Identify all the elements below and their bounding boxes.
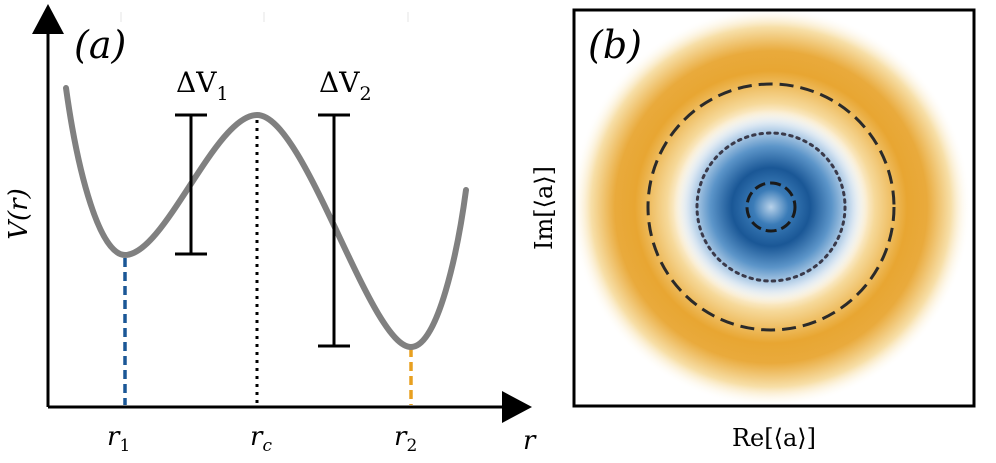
re-axis-label: Re[⟨a⟩]	[732, 424, 816, 452]
y-axis-label: V(r)	[4, 188, 34, 240]
im-axis-label: Im[⟨a⟩]	[530, 166, 558, 250]
tick-label-rc: rc	[250, 422, 272, 456]
panel-b: (b) Im[⟨a⟩] Re[⟨a⟩]	[530, 8, 976, 452]
tick-label-r1: r1	[107, 422, 130, 456]
inner-dashed-circle	[745, 181, 797, 233]
blue-center-distribution	[673, 109, 869, 305]
barrier-dv2-bar	[318, 113, 350, 348]
panel-b-label: (b)	[588, 23, 642, 67]
x-axis-arrow	[502, 391, 532, 423]
barrier-dv1-bar	[175, 113, 207, 256]
potential-curve	[63, 85, 469, 351]
barrier-dv1-label: ΔV1	[176, 66, 229, 105]
panel-a-label: (a)	[74, 23, 126, 67]
dotted-circle	[695, 131, 847, 283]
barrier-dv2-label: ΔV2	[319, 66, 372, 105]
panel-b-frame	[572, 8, 976, 408]
x-axis-label: r	[523, 426, 537, 456]
outer-dashed-circle	[646, 82, 896, 332]
y-axis-arrow	[32, 4, 64, 34]
tick-label-r2: r2	[394, 422, 417, 456]
panel-a: (a) ΔV1 ΔV2 V(r) r r1 rc r2	[4, 4, 537, 456]
